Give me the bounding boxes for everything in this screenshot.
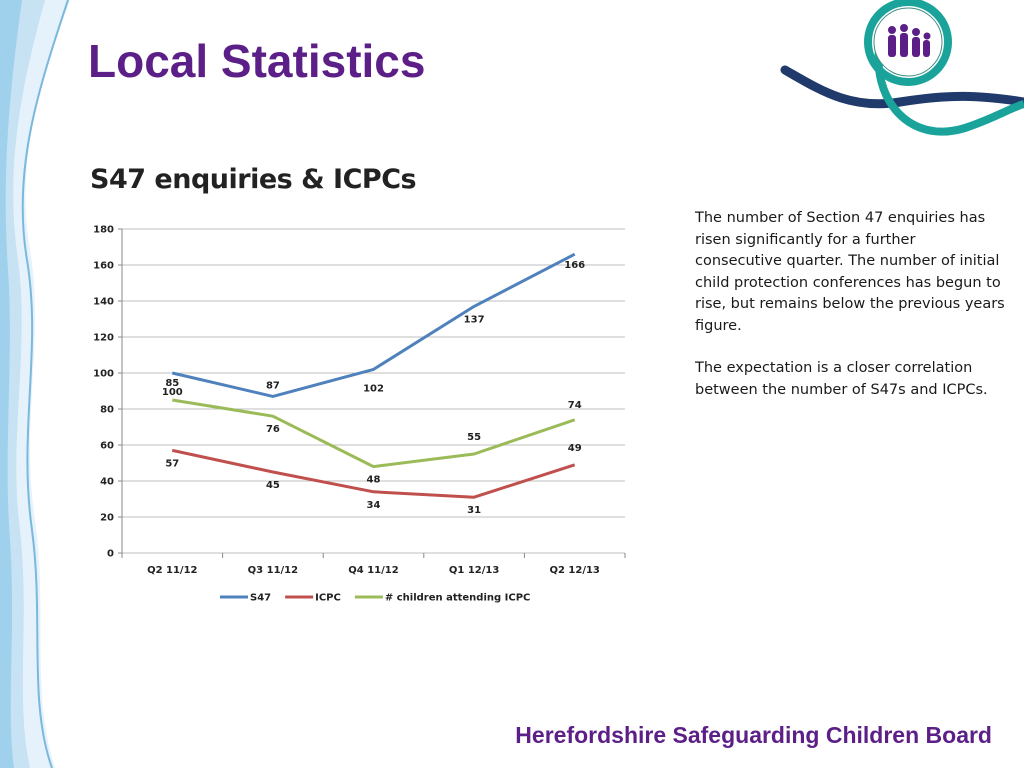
data-labels: 100 87 102 137 166 57 45 34 31 49 85 76 48 55 74 xyxy=(162,260,585,516)
decorative-ribbon-left xyxy=(0,0,70,768)
y-tick-label: 180 xyxy=(93,225,114,236)
legend-label: # children attending ICPC xyxy=(385,593,531,604)
data-label: 31 xyxy=(467,505,481,516)
x-tick-label: Q3 11/12 xyxy=(248,565,298,576)
series-line-2 xyxy=(171,448,576,499)
data-label: 102 xyxy=(363,383,384,394)
y-tick-label: 0 xyxy=(107,549,114,560)
y-tick-label: 100 xyxy=(93,369,114,380)
y-tick-label: 60 xyxy=(100,441,114,452)
data-label: 34 xyxy=(367,500,381,511)
line-chart: 0 20 40 60 80 100 120 140 160 180 Q2 11/12 Q3 11/1… xyxy=(93,225,626,604)
chart-legend: S47 ICPC # children attending ICPC xyxy=(220,593,530,604)
y-tick-label: 140 xyxy=(93,297,114,308)
data-label: 87 xyxy=(266,380,280,391)
data-label: 57 xyxy=(165,458,179,469)
data-label: 76 xyxy=(266,424,280,435)
data-label: 74 xyxy=(568,400,582,411)
data-label: 166 xyxy=(564,260,585,271)
commentary-text: The number of Section 47 enquiries has r… xyxy=(695,208,1005,422)
safeguarding-board-logo xyxy=(780,0,1024,136)
legend-label: S47 xyxy=(250,593,271,604)
data-label: 55 xyxy=(467,432,481,443)
slide-title: Local Statistics xyxy=(88,35,426,87)
y-tick-label: 80 xyxy=(100,405,114,416)
data-label: 49 xyxy=(568,443,582,454)
footer-organisation-name: Herefordshire Safeguarding Children Boar… xyxy=(515,722,992,748)
series-line-1 xyxy=(171,252,576,398)
chart-gridlines xyxy=(118,228,626,558)
chart-series xyxy=(171,252,576,499)
data-label: 137 xyxy=(464,314,485,325)
commentary-paragraph-2: The expectation is a closer correlation … xyxy=(695,360,988,398)
y-tick-label: 20 xyxy=(100,513,114,524)
legend-label: ICPC xyxy=(315,593,341,604)
x-axis-ticks: Q2 11/12 Q3 11/12 Q4 11/12 Q1 12/13 Q2 12/13 xyxy=(147,565,600,576)
x-tick-label: Q2 12/13 xyxy=(549,565,599,576)
y-tick-label: 120 xyxy=(93,333,114,344)
x-tick-label: Q2 11/12 xyxy=(147,565,197,576)
commentary-paragraph-1: The number of Section 47 enquiries has r… xyxy=(695,210,1005,334)
y-tick-label: 40 xyxy=(100,477,114,488)
chart-title: S47 enquiries & ICPCs xyxy=(90,164,417,195)
y-tick-label: 160 xyxy=(93,261,114,272)
data-label: 48 xyxy=(367,475,381,486)
series-line-3 xyxy=(172,398,576,469)
x-tick-label: Q4 11/12 xyxy=(348,565,398,576)
data-label: 85 xyxy=(165,378,179,389)
y-axis-ticks: 0 20 40 60 80 100 120 140 160 180 xyxy=(93,225,114,560)
data-label: 45 xyxy=(266,480,280,491)
x-tick-label: Q1 12/13 xyxy=(449,565,499,576)
data-label: 100 xyxy=(162,387,183,398)
